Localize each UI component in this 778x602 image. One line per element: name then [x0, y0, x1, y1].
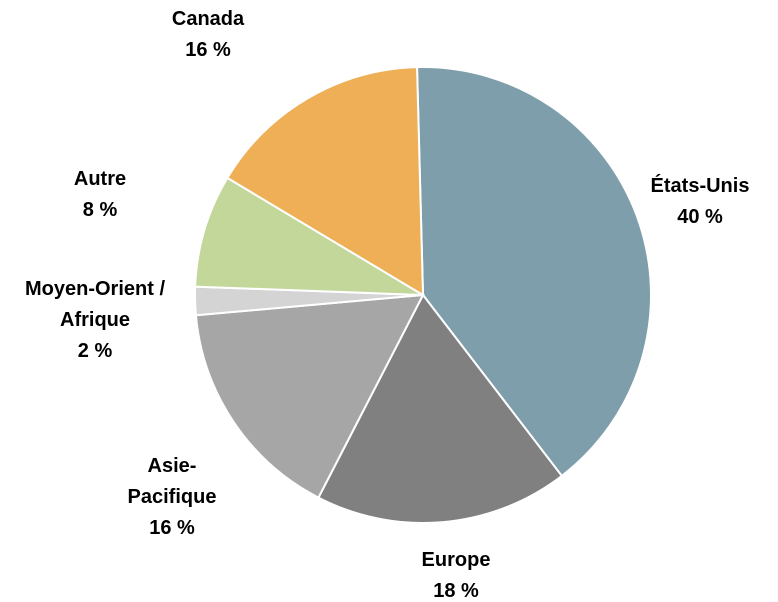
pie-slice — [194, 293, 425, 499]
pie-slice — [194, 176, 424, 296]
value-label: 40 % — [677, 206, 723, 228]
pie-slice — [416, 66, 652, 478]
category-label: Autre — [73, 168, 127, 190]
value-label: 16 % — [185, 39, 231, 61]
category-label: Asie-Pacifique — [127, 455, 217, 508]
value-label: 2 % — [77, 340, 113, 362]
slice-label: Europe 18 % — [386, 545, 526, 602]
slice-label: Moyen-Orient / Afrique 2 % — [3, 274, 188, 367]
pie-slice — [317, 293, 564, 524]
slice-label: Autre 8 % — [40, 164, 160, 226]
category-label: Canada — [171, 8, 245, 30]
category-label: Europe — [421, 549, 491, 571]
category-label: Moyen-Orient / Afrique — [24, 278, 165, 331]
value-label: 16 % — [149, 517, 195, 539]
pie-slice — [225, 66, 425, 297]
slice-label: Canada 16 % — [148, 4, 268, 66]
category-label: États-Unis — [650, 175, 750, 197]
slice-label: Asie-Pacifique 16 % — [120, 451, 225, 544]
slice-label: États-Unis 40 % — [630, 171, 770, 233]
value-label: 8 % — [82, 199, 118, 221]
value-label: 18 % — [433, 580, 479, 602]
